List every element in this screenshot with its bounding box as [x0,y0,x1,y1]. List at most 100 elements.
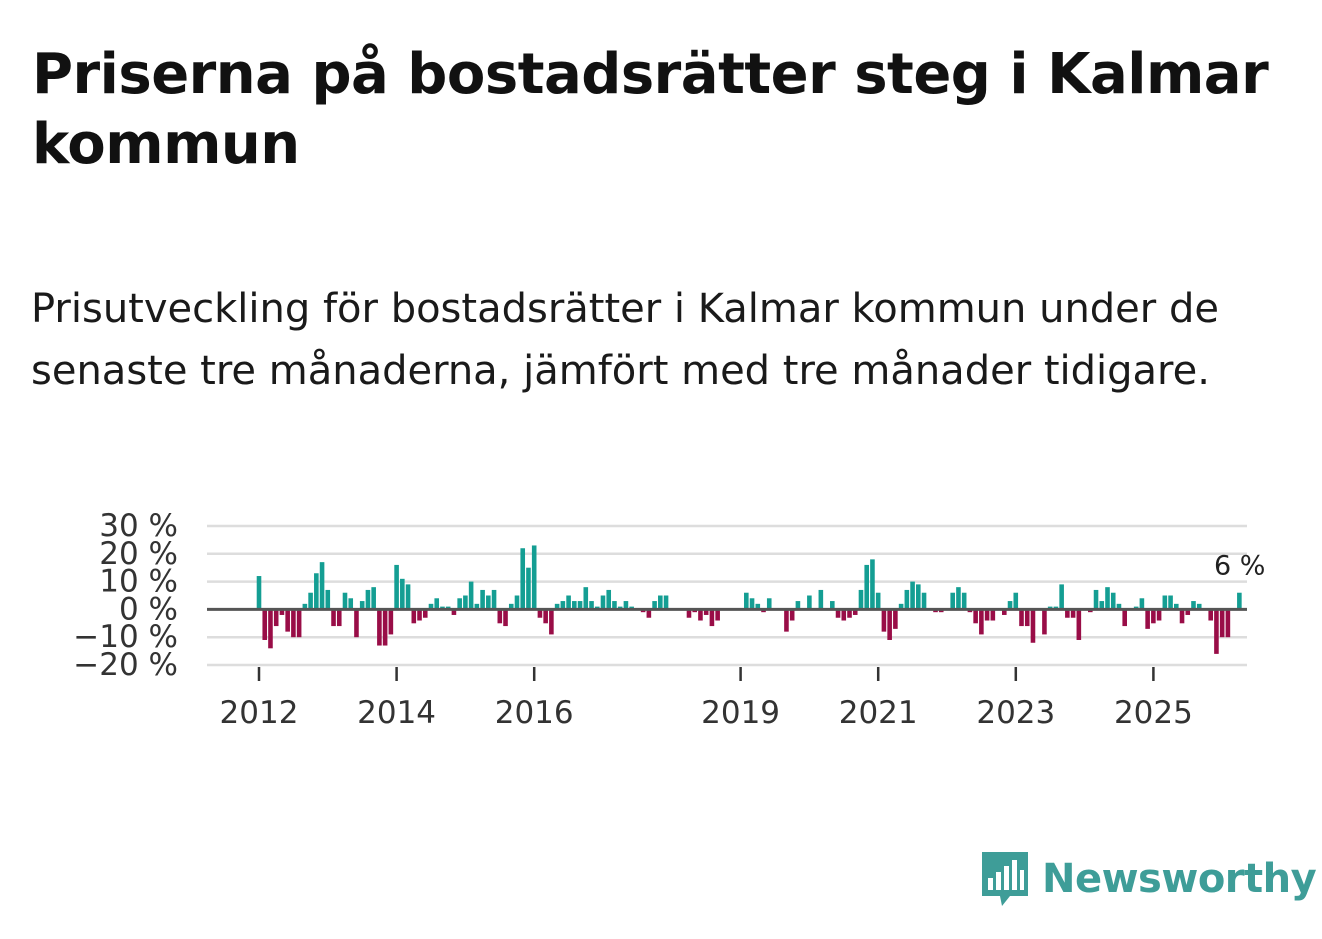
bar [1076,609,1082,640]
bar [1042,609,1047,635]
bar [371,587,376,610]
bar [422,609,428,618]
bar [1156,609,1162,621]
bar [612,601,617,610]
bar [1019,609,1024,627]
bar [572,601,577,610]
y-tick-label: 20 % [99,536,178,572]
bar [354,609,359,638]
newsworthy-logo: Newsworthy [980,848,1317,910]
bar [1110,592,1116,610]
bar [1007,601,1013,610]
bar [652,601,657,610]
bar [663,595,669,610]
bar [1059,584,1064,610]
bar [302,603,308,610]
bar [898,603,904,610]
bar [1065,609,1070,618]
bar [698,609,703,621]
y-tick-label: 0 % [119,591,178,627]
bar [881,609,887,632]
bar [1174,603,1179,610]
bar [549,609,554,635]
bar [503,609,508,627]
bar [979,609,984,635]
newsworthy-logo-icon [982,852,1028,906]
newsworthy-logo-text: Newsworthy [1042,856,1317,902]
y-tick-label: −10 % [73,619,178,655]
bar [451,609,457,615]
x-tick-label: 2025 [1114,695,1193,731]
bar [566,595,571,610]
bar [870,559,875,610]
bar [388,609,394,635]
bar [1219,609,1225,638]
bar [1225,609,1231,638]
bar [520,548,526,610]
x-axis: 2012 2014 2016 2019 2021 2023 2025 [220,667,1193,731]
bar [405,584,411,610]
bar [457,598,462,610]
bar [1208,609,1213,621]
bar [789,609,795,621]
gridlines [207,524,1247,667]
bar [921,592,927,610]
bar [400,578,405,610]
bar [279,609,285,615]
y-tick-label: −20 % [73,647,178,683]
bar [531,545,537,610]
y-axis-labels: 30 %20 %10 %0 %−10 %−20 % [73,508,178,683]
bar [365,589,371,610]
bar [1162,595,1168,610]
bar [658,595,663,610]
x-tick-label: 2014 [357,695,436,731]
annotations: 6 % [1214,551,1265,582]
bar [686,609,692,618]
bar [1196,603,1202,610]
x-tick-label: 2012 [220,695,299,731]
x-tick-label: 2023 [976,695,1055,731]
bar [1093,589,1099,610]
bar [835,609,841,618]
bar [543,609,548,624]
bar [463,595,468,610]
bar [411,609,417,624]
bars [256,545,1242,654]
bar [256,576,262,610]
bar [956,587,961,610]
bar [480,589,485,610]
bar [1122,609,1127,627]
bar [560,601,566,610]
bar [491,589,497,610]
bar [864,564,870,610]
bar [359,601,365,610]
bar [428,603,434,610]
bar [577,601,583,610]
bar [348,598,354,610]
bar [1214,609,1219,654]
bar [990,609,996,621]
bar [904,589,910,610]
bar [1151,609,1156,624]
bar [600,595,606,610]
bar [526,567,531,610]
bar [394,564,399,610]
page-title: Priserna på bostadsrätter steg i Kalmar … [32,42,1269,177]
bar [749,598,755,610]
bar [910,581,915,610]
bar-chart: 30 %20 %10 %0 %−10 %−20 % 2012 2014 2016 20… [73,508,1265,731]
bar [973,609,978,624]
page-subtitle: Prisutveckling för bostadsrätter i Kalma… [31,286,1219,394]
bar [314,573,319,610]
bar [715,609,720,621]
bar [893,609,898,629]
bar [268,609,273,649]
bar [703,609,709,615]
y-tick-label: 30 % [99,508,178,544]
bar [830,601,835,610]
bar [273,609,279,627]
bar [417,609,422,621]
bar [1168,595,1173,610]
x-tick-label: 2019 [701,695,780,731]
bar [285,609,290,632]
